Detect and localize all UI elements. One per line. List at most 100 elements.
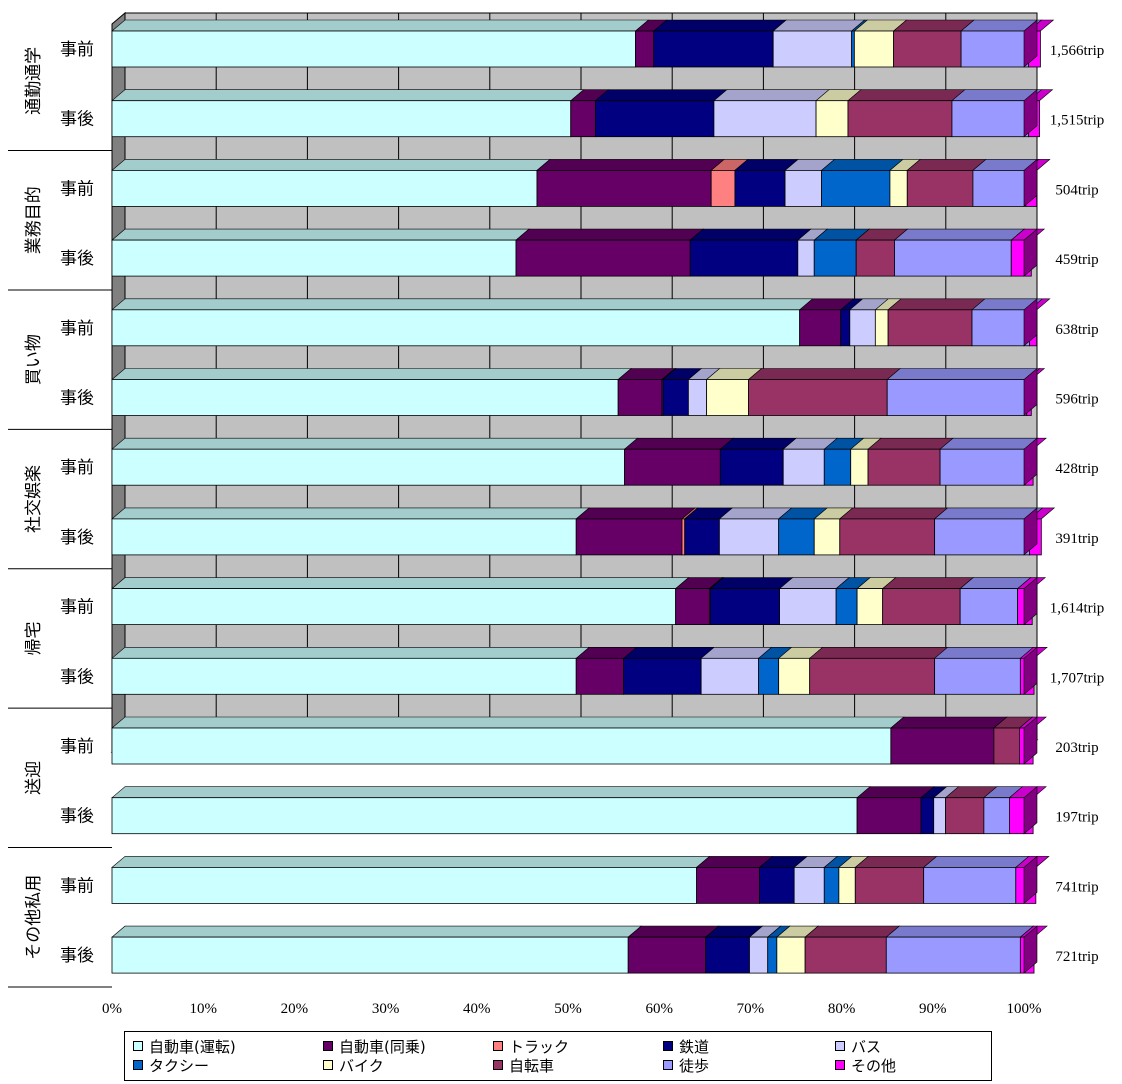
- bar-segment-face: [653, 30, 774, 68]
- legend-label: トラック: [509, 1037, 570, 1056]
- bar-segment-face: [776, 936, 806, 974]
- bar-segment: [700, 646, 773, 695]
- bar-segment: [784, 159, 836, 207]
- legend-item: 自動車(運転): [133, 1037, 236, 1056]
- legend-swatch: [323, 1060, 333, 1070]
- bar-segment-top: [111, 159, 551, 171]
- bar-segment-face: [734, 169, 786, 207]
- bar-segment: [747, 368, 902, 416]
- bar-segment-top: [652, 19, 788, 32]
- x-tick-label: 90%: [919, 1001, 947, 1017]
- bar-segment: [838, 507, 949, 556]
- row-total-label: 638trip: [1055, 322, 1098, 338]
- bar-end-cap: [1023, 158, 1038, 208]
- bar-segment-top: [623, 437, 735, 450]
- bar-segment-face: [920, 797, 935, 835]
- legend-item: 自転車: [493, 1056, 554, 1075]
- bar-segment-face: [681, 518, 686, 556]
- bar-segment-top: [856, 786, 935, 799]
- bar-segment: [906, 159, 987, 207]
- bar-segment-face: [856, 588, 884, 625]
- bar-segment-top: [838, 507, 949, 520]
- bar-segment-face: [111, 448, 625, 486]
- bar-segment: [758, 856, 808, 904]
- legend-item: タクシー: [133, 1056, 209, 1075]
- bar-segment: [777, 507, 829, 556]
- bar-segment-face: [759, 867, 795, 904]
- bar-segment-face: [874, 309, 889, 347]
- bar-segment-face: [617, 379, 663, 416]
- legend-label: バス: [851, 1037, 882, 1056]
- bar-end-cap: [1023, 89, 1038, 138]
- bar-segment: [893, 228, 1026, 277]
- bar-segment: [710, 159, 749, 207]
- bar-segment: [782, 437, 839, 486]
- bar-segment: [617, 368, 676, 416]
- bar-segment-face: [894, 239, 1012, 277]
- x-tick-label: 80%: [828, 1001, 856, 1017]
- bar-segment-face: [536, 169, 712, 207]
- chart-legend: 自動車(運転) 自動車(同乗) トラック 鉄道 バス タクシー バイク 自転車 徒歩 その他: [124, 1031, 992, 1081]
- bar-segment-face: [867, 448, 941, 486]
- bar-segment: [971, 298, 1044, 347]
- legend-item: バス: [835, 1037, 882, 1056]
- bar-end-cap: [1023, 437, 1038, 486]
- bar-segment: [772, 19, 866, 68]
- bar-segment-top: [111, 856, 711, 868]
- bar-segment-top: [892, 19, 975, 32]
- bar-segment-face: [835, 588, 858, 625]
- bar-segment-face: [748, 379, 888, 416]
- row-label: 事前: [60, 179, 94, 199]
- bar-segment: [111, 437, 639, 486]
- bar-segment-face: [575, 657, 625, 695]
- bar-segment-face: [840, 309, 851, 347]
- bar-segment: [719, 437, 798, 486]
- group-label: 帰宅: [24, 621, 44, 655]
- legend-swatch: [133, 1060, 143, 1070]
- bar-segment: [111, 19, 650, 68]
- bar-segment-face: [718, 518, 780, 556]
- bar-segment-face: [111, 867, 697, 904]
- legend-swatch: [493, 1041, 503, 1051]
- bar-segment-face: [847, 100, 953, 138]
- x-tick-label: 0%: [102, 1001, 122, 1017]
- bar-segment-face: [885, 936, 1021, 974]
- x-tick-label: 20%: [281, 1001, 309, 1017]
- bar-segment-face: [772, 30, 853, 68]
- bar-segment-face: [933, 797, 946, 835]
- bar-segment: [838, 856, 870, 904]
- bar-segment: [890, 716, 1008, 765]
- bar-segment: [933, 646, 1035, 695]
- bar-segment: [887, 298, 986, 347]
- bar-segment-face: [594, 100, 715, 138]
- bar-segment-face: [972, 169, 1027, 207]
- bar-segment: [674, 577, 724, 625]
- bar-segment: [793, 856, 839, 904]
- bar-segment-face: [797, 239, 815, 277]
- bar-segment: [623, 437, 735, 486]
- row-total-label: 1,515trip: [1050, 113, 1105, 129]
- bar-segment: [536, 159, 726, 207]
- group-label: 業務目的: [24, 186, 44, 254]
- bar-segment-face: [713, 100, 817, 138]
- row-total-label: 391trip: [1055, 531, 1098, 547]
- bar-segment-top: [820, 159, 904, 171]
- bar-segment-face: [627, 936, 707, 974]
- legend-item: トラック: [493, 1037, 570, 1056]
- row-total-label: 504trip: [1055, 182, 1098, 198]
- row-total-label: 428trip: [1055, 461, 1098, 477]
- bar-segment-top: [594, 89, 728, 101]
- row-label: 事前: [60, 876, 94, 896]
- row-label: 事後: [60, 667, 94, 687]
- bar-segment-top: [111, 646, 591, 659]
- row-label: 事後: [60, 389, 94, 409]
- bar-segment: [939, 437, 1039, 486]
- bar-segment: [797, 228, 829, 277]
- x-tick-label: 60%: [645, 1001, 673, 1017]
- bar-segment: [594, 89, 728, 138]
- bar-segment: [111, 856, 711, 904]
- row-label: 事後: [60, 528, 94, 548]
- bar-end-cap: [1023, 716, 1038, 765]
- legend-swatch: [133, 1041, 143, 1051]
- chart-bars: [111, 19, 1056, 974]
